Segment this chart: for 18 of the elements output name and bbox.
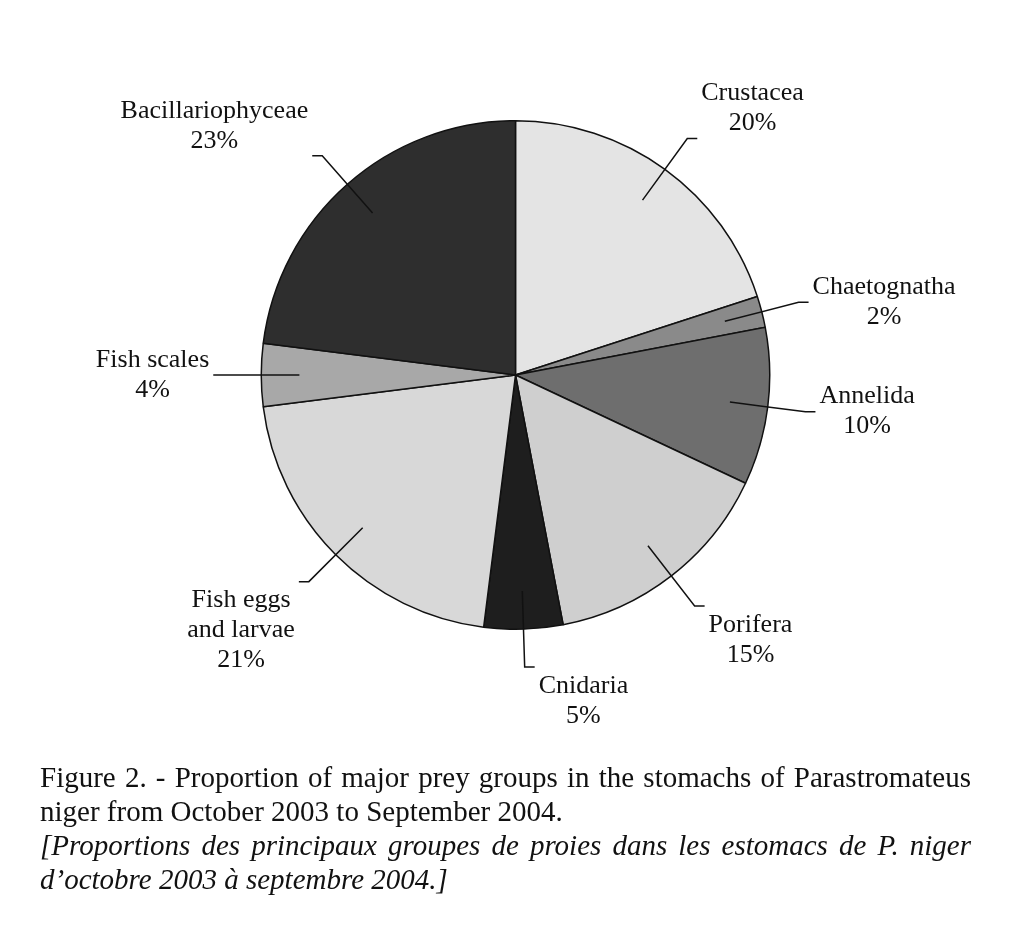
slice-label: Annelida [819, 380, 916, 410]
data-label: 21% [217, 644, 265, 674]
data-label: 23% [190, 124, 239, 154]
slice-label: Fish eggs and larvae [187, 584, 295, 644]
data-label: 20% [728, 107, 777, 137]
slice-label: Porifera [708, 608, 793, 638]
data-label: 15% [726, 638, 775, 668]
slice-label: Fish scales [95, 343, 210, 373]
data-label: 5% [566, 699, 601, 729]
slice-label: Crustacea [701, 77, 805, 107]
caption: Figure 2. - Proportion of major prey groups in the stomachs of Parastromateus niger from October 2003 to September 2004. [40, 760, 971, 828]
slice-label: Chaetognatha [812, 271, 956, 301]
data-label: 4% [135, 373, 170, 403]
data-label: 10% [843, 410, 891, 440]
data-label: 2% [866, 301, 902, 331]
slice-label: Cnidaria [538, 669, 629, 699]
slice-label: Bacillariophyceae [120, 94, 309, 124]
text: [Proportions des principaux groupes de proies dans les estomacs de P. niger d’octobre 2003 à septembre 2004.] [40, 828, 971, 896]
